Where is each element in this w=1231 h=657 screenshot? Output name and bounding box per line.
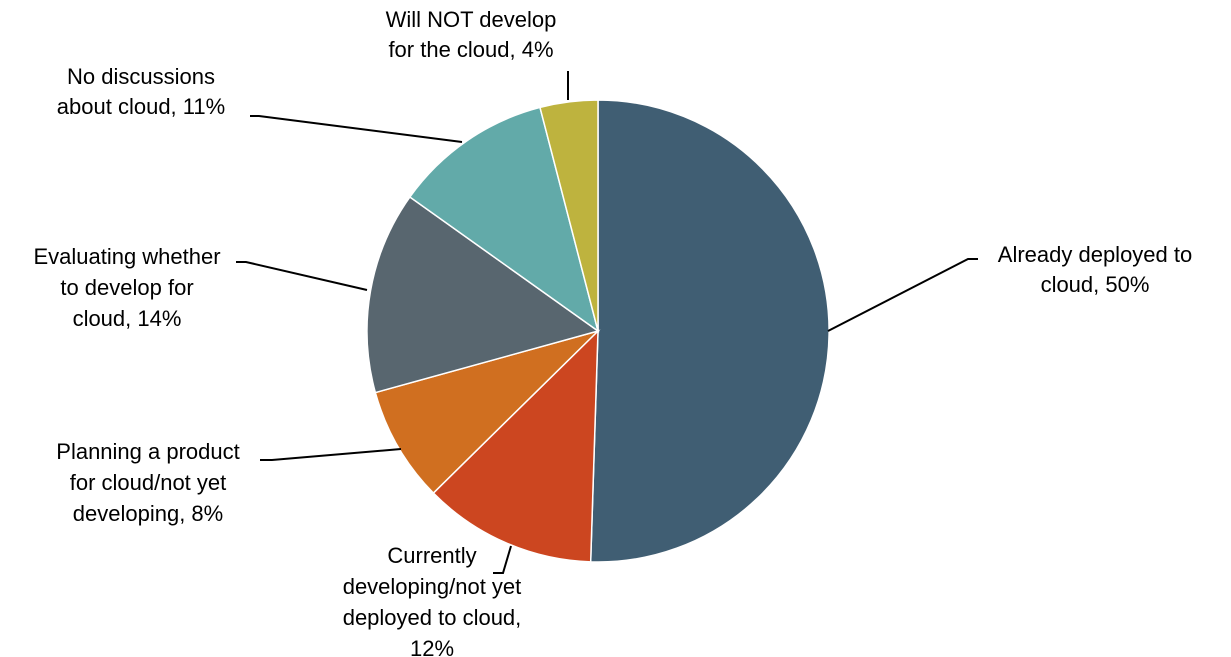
slices-layer: [366, 99, 830, 563]
slice-label: Planning a product for cloud/not yet devel…: [56, 439, 239, 526]
leader-line: [493, 545, 512, 574]
pie-slice: [366, 195, 600, 394]
leader-lines-layer: [236, 71, 978, 574]
leader-line: [827, 258, 978, 332]
pie-slice: [408, 106, 600, 333]
pie-slice: [539, 99, 599, 332]
slice-label: Will NOT develop for the cloud, 4%: [386, 7, 557, 62]
slice-label: No discussions about cloud, 11%: [57, 64, 225, 119]
leader-line: [250, 115, 463, 143]
pie-slice: [432, 329, 599, 563]
leader-line: [236, 261, 368, 291]
leader-line: [260, 448, 402, 461]
slice-label: Already deployed to cloud, 50%: [998, 242, 1192, 297]
labels-layer: Already deployed to cloud, 50% Currently de…: [33, 7, 1192, 657]
pie-slice: [374, 329, 601, 495]
slice-label: Currently developing/not yet deployed to c…: [343, 543, 522, 657]
slice-label: Evaluating whether to develop for cloud, 1…: [33, 244, 220, 331]
pie-slice: [589, 99, 830, 563]
